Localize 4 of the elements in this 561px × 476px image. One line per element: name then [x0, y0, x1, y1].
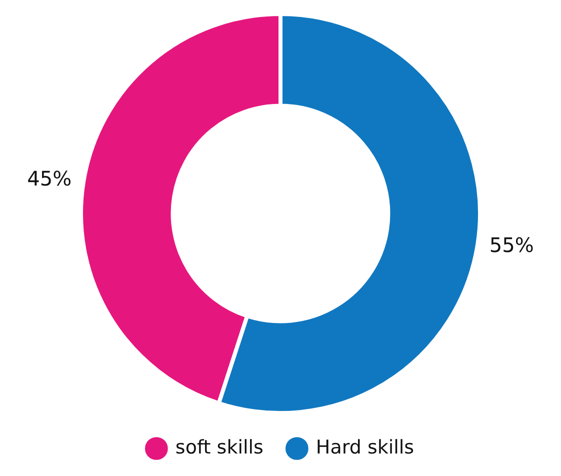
data-label: 45% [27, 166, 72, 191]
legend-label: soft skills [175, 436, 264, 458]
legend-label: Hard skills [316, 436, 414, 458]
data-label: 55% [489, 232, 534, 257]
